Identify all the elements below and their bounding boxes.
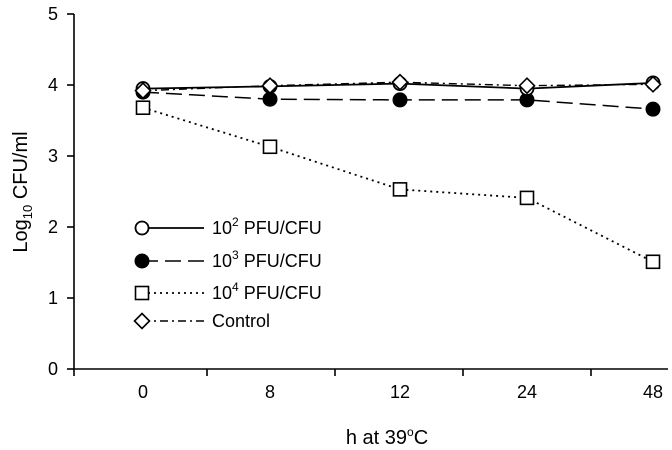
x-tick-label: 12 xyxy=(390,382,410,402)
y-tick-label: 4 xyxy=(48,75,58,95)
data-point xyxy=(645,101,661,117)
data-point xyxy=(644,75,662,93)
data-point xyxy=(391,73,409,91)
legend-entry-1: 102 PFU/CFU xyxy=(134,215,322,238)
data-point xyxy=(262,139,278,155)
x-axis: 0 8 12 24 48 xyxy=(73,368,668,402)
y-tick-label: 3 xyxy=(48,146,58,166)
legend-marker xyxy=(134,253,150,269)
legend-label: 102 PFU/CFU xyxy=(212,215,322,238)
legend-marker xyxy=(134,285,150,301)
legend-entry-4: Control xyxy=(133,311,270,331)
legend-label: 103 PFU/CFU xyxy=(212,248,322,271)
y-tick-label: 1 xyxy=(48,288,58,308)
y-axis-label: Log10 CFU/ml xyxy=(10,131,35,252)
y-axis: 0 1 2 3 4 5 xyxy=(48,4,75,379)
legend-entry-2: 103 PFU/CFU xyxy=(134,248,322,271)
series-line xyxy=(142,106,654,263)
x-axis-label: h at 39oC xyxy=(346,425,428,449)
legend: 102 PFU/CFU 103 PFU/CFU 104 PFU/CFU Control xyxy=(133,215,322,331)
legend-label: 104 PFU/CFU xyxy=(212,280,322,303)
x-tick-label: 24 xyxy=(517,382,537,402)
data-point xyxy=(519,190,535,206)
data-point xyxy=(645,254,661,270)
data-point xyxy=(392,92,408,108)
y-tick-label: 2 xyxy=(48,217,58,237)
x-tick-label: 48 xyxy=(643,382,663,402)
legend-marker xyxy=(134,220,150,236)
legend-label: Control xyxy=(212,311,270,331)
series-2 xyxy=(135,84,661,117)
data-point xyxy=(134,82,152,100)
data-point xyxy=(392,182,408,197)
legend-marker xyxy=(133,312,151,330)
series-4 xyxy=(134,73,662,100)
y-tick-label: 0 xyxy=(48,359,58,379)
x-tick-label: 0 xyxy=(138,382,148,402)
legend-entry-3: 104 PFU/CFU xyxy=(134,280,322,303)
data-point xyxy=(518,77,536,95)
series-3 xyxy=(135,100,661,270)
data-point xyxy=(135,100,151,116)
plot-area xyxy=(134,73,662,270)
y-tick-label: 5 xyxy=(48,4,58,24)
x-tick-label: 8 xyxy=(265,382,275,402)
data-point xyxy=(261,77,279,95)
